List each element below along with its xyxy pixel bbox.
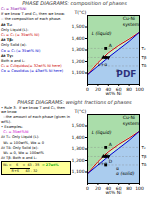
html-text:C₂ = C₂liquidus(= 32wt% Ni her: C₂ = C₂liquidus(= 32wt% Ni here) [1,64,62,69]
svg-text:L+α: L+α [98,62,107,67]
html-text:-- the composition of each pha: -- the composition of each phase. [1,17,62,22]
svg-text:Cu-Ni: Cu-Ni [123,16,135,21]
svg-text:T₂: T₂ [141,145,146,150]
html-text:W₂ = S = 43 - 35 → 27wt%: W₂ = S = 43 - 35 → 27wt% [3,163,59,168]
html-text:C₀ = 35wt%Ni: C₀ = 35wt%Ni [1,7,27,11]
html-text:At T₂:: At T₂: [1,22,13,27]
html-text:C₂ = C₀ (= 35wt% Ni): C₂ = C₀ (= 35wt% Ni) [1,32,40,37]
svg-text:wt% Ni: wt% Ni [106,190,122,195]
svg-text:PDF: PDF [116,69,136,79]
html-text:Cα = Cαsolidus (= 43wt% Ni her: Cα = Cαsolidus (= 43wt% Ni here) [1,69,64,74]
html-text:At Tδ: Only Solid (α):: At Tδ: Only Solid (α): [1,145,39,150]
svg-text:Tβ: Tβ [141,154,147,159]
svg-text:system: system [123,22,139,27]
svg-text:L (liquid): L (liquid) [92,31,112,36]
html-text:Only Solid (α):: Only Solid (α): [1,43,27,48]
html-text:W₂ = 100wt%, Wα = 0: W₂ = 100wt%, Wα = 0 [1,140,44,145]
svg-text:L (liquid): L (liquid) [92,130,112,135]
svg-text:1,100: 1,100 [72,169,85,174]
svg-text:20: 20 [95,87,101,92]
svg-text:0: 0 [86,186,89,191]
html-text:PHASE DIAGRAMS: composition of: PHASE DIAGRAMS: composition of phases [22,0,127,6]
svg-text:80: 80 [126,186,132,191]
svg-text:A: A [109,43,113,48]
svg-text:1,100: 1,100 [72,70,85,75]
svg-text:40: 40 [105,86,112,92]
svg-text:0: 0 [86,87,89,92]
html-text:At Tγ:: At Tγ: [1,53,14,58]
svg-text:60: 60 [115,185,122,191]
html-text:At Tβ:: At Tβ: [1,38,14,43]
html-text:At T₂: Only Liquid (L):: At T₂: Only Liquid (L): [1,135,40,140]
svg-text:α: α [116,166,119,171]
svg-text:1,500: 1,500 [72,24,85,29]
svg-text:L+α: L+α [98,161,107,166]
svg-text:D: D [109,159,113,164]
svg-text:1,300: 1,300 [72,47,85,52]
svg-text:80: 80 [126,87,132,92]
svg-text:wt% Ni: wt% Ni [106,91,122,96]
svg-text:Tδ: Tδ [141,63,147,68]
svg-text:T(°C): T(°C) [74,10,87,15]
html-text:If we know T and C₀, then we k: If we know T and C₀, then we know: [1,12,65,17]
svg-text:T₂: T₂ [141,46,146,51]
svg-text:α (solid): α (solid) [116,171,135,176]
svg-text:100: 100 [135,87,144,92]
svg-text:T(°C): T(°C) [74,109,87,114]
svg-text:1,300: 1,300 [72,146,85,151]
svg-text:100: 100 [135,186,144,191]
svg-text:20: 20 [95,186,101,191]
svg-text:1,200: 1,200 [72,59,85,64]
svg-text:Tδ: Tδ [141,162,147,167]
html-text:PHASE DIAGRAMS: weight fractio: PHASE DIAGRAMS: weight fractions of phas… [17,99,132,105]
svg-text:60: 60 [115,86,122,92]
html-text:C₀ = 35wt%Ni: C₀ = 35wt%Ni [1,130,29,135]
html-text:W₂ = 0, Wα = 100wt%: W₂ = 0, Wα = 100wt% [1,150,44,155]
svg-text:1,200: 1,200 [72,158,85,163]
html-text:--the amount of each phase (gi: --the amount of each phase (given in wt%… [1,115,72,124]
html-text:Cα = C₀ (= 35wt% Ni): Cα = C₀ (= 35wt% Ni) [1,48,41,53]
svg-text:system: system [123,121,139,126]
html-text:Both α and L:: Both α and L: [1,58,26,63]
svg-text:1,400: 1,400 [72,135,85,140]
svg-text:Cu-Ni: Cu-Ni [123,115,135,120]
html-text:At Tβ: Both α and L:: At Tβ: Both α and L: [1,156,37,161]
svg-text:1,500: 1,500 [72,123,85,128]
svg-text:Tβ: Tβ [141,55,147,60]
svg-text:S: S [107,153,110,158]
svg-text:40: 40 [105,185,112,191]
svg-text:A: A [109,142,113,147]
html-text:R+S 43 - 32: R+S 43 - 32 [3,168,38,173]
svg-text:1,400: 1,400 [72,36,85,41]
html-text:• Examples:: • Examples: [1,125,23,129]
html-text:• Rule 3: If we know T and C₀,: • Rule 3: If we know T and C₀, then we k… [1,106,67,115]
html-text:Only Liquid (L):: Only Liquid (L): [1,27,29,32]
